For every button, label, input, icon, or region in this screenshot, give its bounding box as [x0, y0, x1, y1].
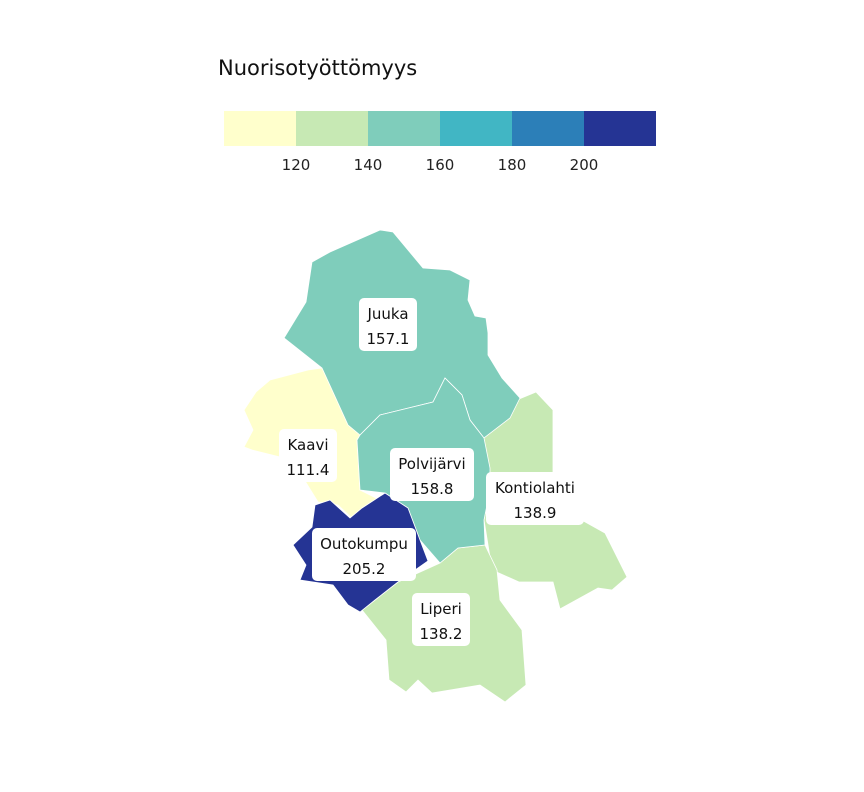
- label-kontiolahti: Kontiolahti 138.9: [486, 472, 584, 525]
- label-juuka-value: 157.1: [367, 330, 410, 348]
- legend-tick-label: 140: [354, 156, 383, 174]
- label-liperi-name: Liperi: [420, 600, 462, 618]
- legend-swatch-2: [296, 111, 368, 146]
- legend-tick-label: 180: [498, 156, 527, 174]
- label-kaavi: Kaavi 111.4: [279, 429, 337, 482]
- label-juuka: Juuka 157.1: [359, 298, 417, 351]
- label-liperi-value: 138.2: [420, 625, 463, 643]
- label-kontiolahti-value: 138.9: [514, 504, 557, 522]
- legend-swatch-5: [512, 111, 584, 146]
- legend-title: Nuorisotyöttömyys: [218, 56, 418, 80]
- label-kaavi-name: Kaavi: [287, 436, 328, 454]
- legend-tick-label: 200: [570, 156, 599, 174]
- legend-swatch-1: [224, 111, 296, 146]
- label-outokumpu-value: 205.2: [343, 560, 386, 578]
- label-outokumpu: Outokumpu 205.2: [312, 528, 416, 581]
- legend-swatch-3: [368, 111, 440, 146]
- label-polvijarvi: Polvijärvi 158.8: [390, 448, 474, 501]
- label-juuka-name: Juuka: [366, 305, 408, 323]
- legend-color-bar: [224, 111, 656, 146]
- label-polvijarvi-name: Polvijärvi: [398, 455, 465, 473]
- legend-tick-label: 120: [282, 156, 311, 174]
- legend-ticks: 120 140 160 180 200: [282, 156, 599, 174]
- legend-tick-label: 160: [426, 156, 455, 174]
- label-kontiolahti-name: Kontiolahti: [495, 479, 575, 497]
- label-kaavi-value: 111.4: [287, 461, 330, 479]
- legend-swatch-6: [584, 111, 656, 146]
- label-polvijarvi-value: 158.8: [411, 480, 454, 498]
- label-liperi: Liperi 138.2: [412, 593, 470, 646]
- legend-swatch-4: [440, 111, 512, 146]
- region-labels: Juuka 157.1 Kaavi 111.4 Polvijärvi 158.8…: [279, 298, 584, 646]
- label-outokumpu-name: Outokumpu: [320, 535, 408, 553]
